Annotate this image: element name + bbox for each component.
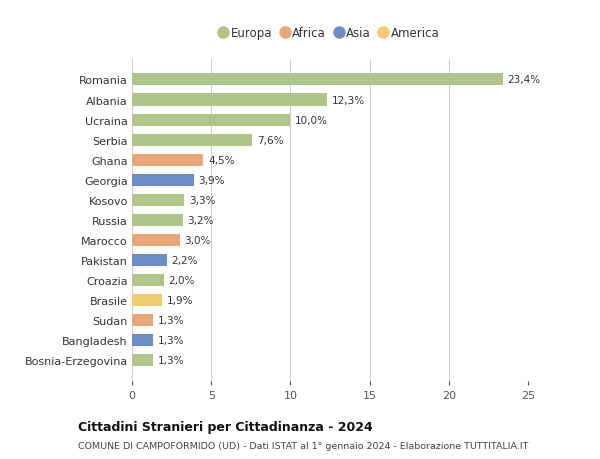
- Bar: [132, 235, 179, 246]
- Bar: [132, 314, 152, 326]
- Bar: [132, 254, 167, 266]
- Text: 3,0%: 3,0%: [184, 235, 211, 245]
- Bar: [132, 294, 162, 306]
- Bar: [132, 154, 203, 166]
- Text: 3,2%: 3,2%: [187, 215, 214, 225]
- Text: 12,3%: 12,3%: [332, 95, 365, 105]
- Bar: [132, 174, 194, 186]
- Text: 4,5%: 4,5%: [208, 155, 235, 165]
- Text: 1,3%: 1,3%: [157, 355, 184, 365]
- Text: 2,2%: 2,2%: [172, 255, 198, 265]
- Text: 1,9%: 1,9%: [167, 295, 193, 305]
- Bar: [132, 194, 184, 206]
- Text: 3,3%: 3,3%: [189, 196, 215, 205]
- Bar: [132, 94, 327, 106]
- Text: 10,0%: 10,0%: [295, 115, 328, 125]
- Bar: [132, 274, 164, 286]
- Bar: [132, 334, 152, 347]
- Text: COMUNE DI CAMPOFORMIDO (UD) - Dati ISTAT al 1° gennaio 2024 - Elaborazione TUTTI: COMUNE DI CAMPOFORMIDO (UD) - Dati ISTAT…: [78, 441, 529, 450]
- Text: 3,9%: 3,9%: [199, 175, 225, 185]
- Bar: [132, 74, 503, 86]
- Text: 1,3%: 1,3%: [157, 336, 184, 345]
- Text: 2,0%: 2,0%: [169, 275, 195, 285]
- Bar: [132, 214, 182, 226]
- Text: 7,6%: 7,6%: [257, 135, 284, 146]
- Bar: [132, 114, 290, 126]
- Bar: [132, 354, 152, 366]
- Text: 1,3%: 1,3%: [157, 315, 184, 325]
- Legend: Europa, Africa, Asia, America: Europa, Africa, Asia, America: [220, 27, 440, 40]
- Text: Cittadini Stranieri per Cittadinanza - 2024: Cittadini Stranieri per Cittadinanza - 2…: [78, 420, 373, 433]
- Text: 23,4%: 23,4%: [508, 75, 541, 85]
- Bar: [132, 134, 253, 146]
